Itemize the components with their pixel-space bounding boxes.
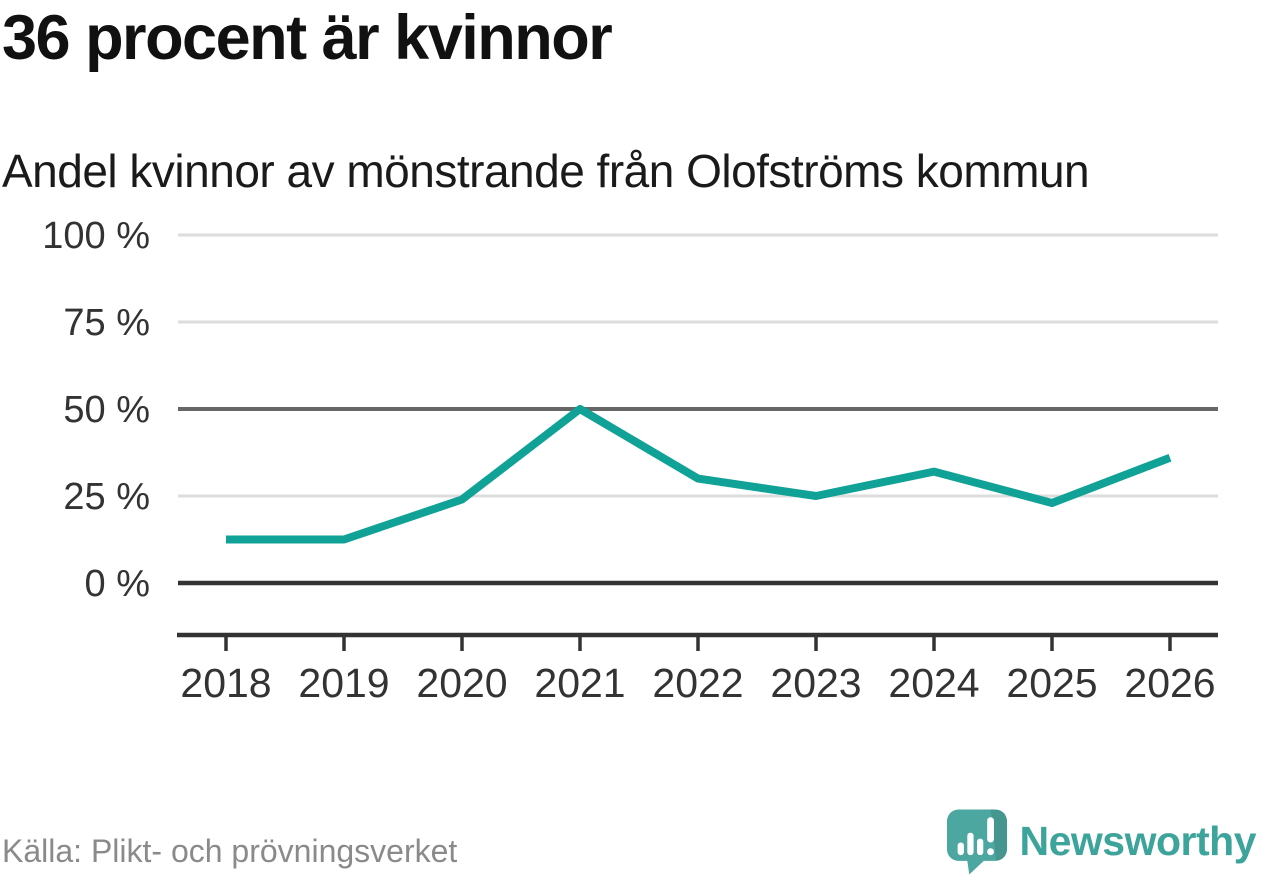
logo-exclamation-dot xyxy=(986,848,994,856)
logo-exclamation-bar xyxy=(986,817,994,843)
x-axis-tick-label: 2018 xyxy=(180,660,271,706)
brand-logo: Newsworthy xyxy=(946,808,1257,875)
y-axis-tick-label: 25 % xyxy=(63,476,150,518)
x-axis-tick-label: 2026 xyxy=(1124,660,1215,706)
x-axis-tick-label: 2021 xyxy=(534,660,625,706)
chart-canvas: 0 % 25 % 50 % 75 % 100 % 2018 2019 2020 2021 2022… xyxy=(42,215,1218,706)
chart-title: 36 procent är kvinnor xyxy=(2,3,613,73)
y-axis-tick-label: 50 % xyxy=(63,389,150,431)
newsworthy-logo-icon xyxy=(946,809,1007,875)
x-axis-tick-label: 2024 xyxy=(888,660,979,706)
y-axis-tick-label: 0 % xyxy=(85,563,150,605)
logo-bubble-fold xyxy=(990,809,1007,863)
y-axis-tick-label: 75 % xyxy=(63,302,150,344)
chart-subtitle: Andel kvinnor av mönstrande från Olofstr… xyxy=(2,145,1090,197)
x-axis-tick-label: 2025 xyxy=(1006,660,1097,706)
data-line-andel-kvinnor-av-m-nstrande xyxy=(226,405,1172,544)
logo-bar-chart-glyph xyxy=(957,817,994,856)
x-axis-tick-label: 2019 xyxy=(298,660,389,706)
x-axis-tick-label: 2023 xyxy=(770,660,861,706)
x-axis-tick-label: 2020 xyxy=(416,660,507,706)
brand-wordmark: Newsworthy xyxy=(1019,818,1257,864)
y-axis-tick-label: 100 % xyxy=(42,215,150,257)
source-note: Källa: Plikt- och prövningsverket xyxy=(2,833,458,869)
x-axis-tick-label: 2022 xyxy=(652,660,743,706)
